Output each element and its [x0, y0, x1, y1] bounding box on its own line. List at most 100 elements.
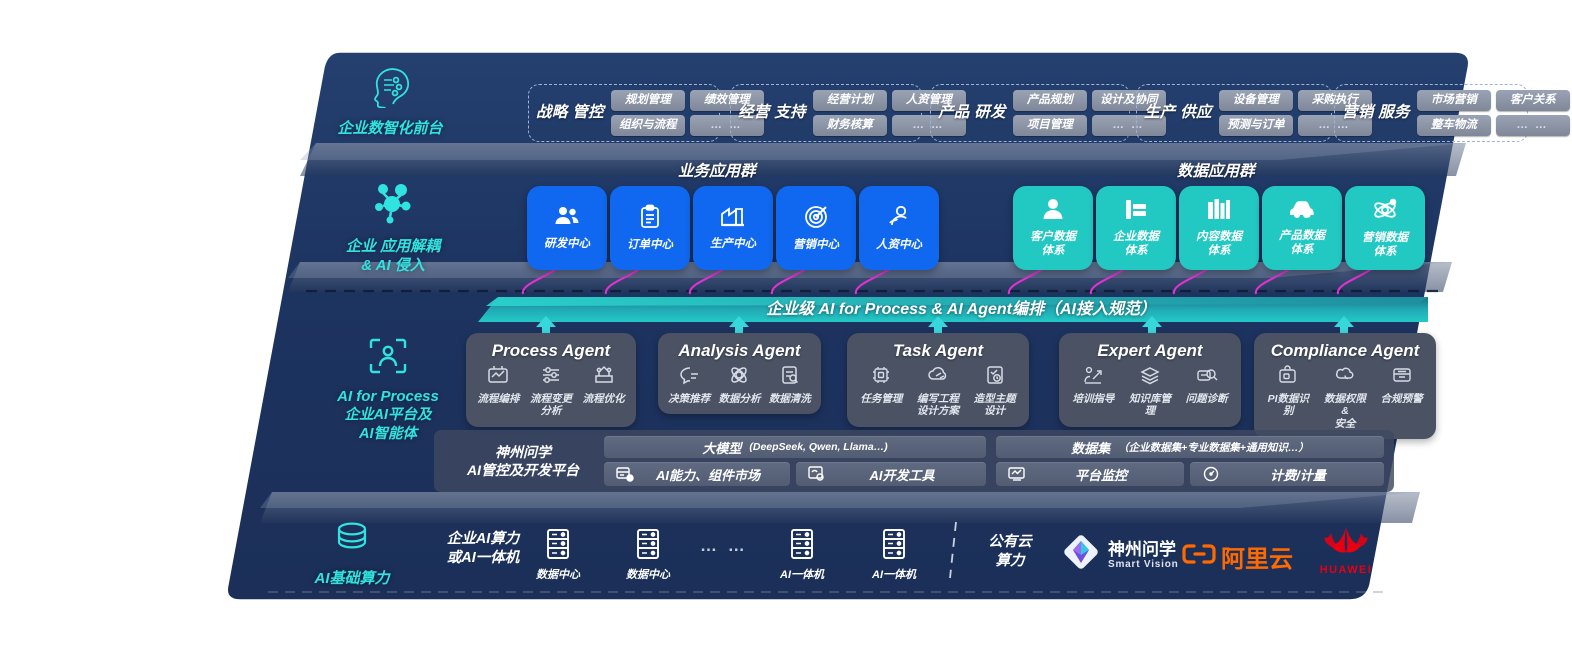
domain-chip[interactable]: 人资管理 — [891, 90, 966, 111]
diagnose-icon — [1196, 365, 1218, 390]
shield-clouds-icon — [1334, 365, 1356, 390]
target-icon — [804, 204, 829, 234]
agent-item-label: 数据分析 — [718, 393, 761, 405]
data-card-label: 产品数据 体系 — [1279, 230, 1325, 256]
app-card-rnd-center[interactable]: 研发中心 — [527, 186, 607, 270]
agent-item[interactable]: 造型主题设计 — [966, 365, 1023, 418]
domain-chip[interactable]: 客户关系 — [1495, 90, 1570, 111]
app-card-label: 研发中心 — [544, 238, 590, 251]
domain-chip-more[interactable]: … … — [1495, 115, 1570, 136]
platform-bar-title: 平台监控 — [1074, 467, 1127, 483]
app-card-hr-center[interactable]: 人资中心 — [859, 186, 939, 270]
domain-chip-more[interactable]: … … — [1091, 115, 1166, 136]
domain-chip[interactable]: 产品规划 — [1012, 90, 1087, 111]
platform-bar-title: AI能力、组件市场 — [655, 467, 760, 483]
app-card-label: 订单中心 — [627, 238, 673, 251]
agent-item-label: 流程变更分析 — [530, 393, 572, 418]
domain-chip[interactable]: 设计及协同 — [1091, 90, 1166, 111]
app-card-label: 生产中心 — [710, 238, 756, 251]
orchestration-banner-label: 企业级 AI for Process & AI Agent编排（AI接入规范） — [766, 301, 1156, 318]
data-card-marketing[interactable]: 营销数据 体系 — [1345, 186, 1425, 270]
agent-item[interactable]: 知识库管理 — [1122, 365, 1179, 418]
platform-bar-billing[interactable]: 计费/计量 — [1190, 462, 1384, 486]
agent-item-label: 任务管理 — [860, 393, 903, 405]
app-card-production-center[interactable]: 生产中心 — [693, 186, 773, 270]
platform-bar-dataset[interactable]: 数据集 （企业数据集+专业数据集+通用知识…） — [996, 436, 1384, 458]
platform-bar-monitoring[interactable]: 平台监控 — [996, 462, 1184, 486]
diamond-logo — [1062, 533, 1102, 578]
server-rack-icon — [879, 529, 909, 564]
agent-item[interactable]: 数据权限 & 安全 — [1317, 365, 1374, 430]
agent-item[interactable]: 流程优化 — [577, 365, 630, 405]
optimize-icon — [593, 365, 615, 390]
agent-item[interactable]: 数据清洗 — [765, 365, 815, 405]
data-card-label: 企业数据 体系 — [1113, 231, 1159, 257]
domain-chip[interactable]: 财务核算 — [812, 115, 887, 136]
agent-item[interactable]: 问题诊断 — [1178, 365, 1235, 405]
data-card-product[interactable]: 产品数据 体系 — [1262, 186, 1342, 270]
agent-card-task[interactable]: Task Agent 任务管理 — [847, 333, 1029, 427]
agent-title: Analysis Agent — [678, 341, 801, 360]
factory-icon — [720, 204, 746, 233]
domain-group-operations[interactable]: 经营 支持 经营计划 人资管理 财务核算 … … — [730, 84, 966, 142]
agent-item[interactable]: 流程变更分析 — [525, 365, 578, 418]
domain-chip-more[interactable]: … … — [891, 115, 966, 136]
domain-chip[interactable]: 绩效管理 — [689, 90, 764, 111]
domain-group-strategy[interactable]: 战略 管控 规划管理 绩效管理 组织与流程 … … — [528, 84, 764, 142]
agent-card-process[interactable]: Process Agent 流程编排 流程变更分析 — [466, 333, 636, 427]
tier-label-apps-line-0: 企业 应用解耦 — [345, 238, 441, 255]
layers-icon — [1139, 365, 1161, 390]
agent-item[interactable]: PI数据识别 — [1260, 365, 1317, 418]
platform-name: 神州问学 AI管控及开发平台 — [448, 443, 598, 480]
vendor-aliyun[interactable]: 阿里云 — [1182, 539, 1293, 574]
data-card-customer[interactable]: 客户数据 体系 — [1013, 186, 1093, 270]
platform-bar-llm[interactable]: 大模型 (DeepSeek, Qwen, Llama…) — [604, 436, 986, 458]
platform-bar-ai-market[interactable]: AI能力、组件市场 — [604, 462, 790, 486]
domain-chip[interactable]: 项目管理 — [1012, 115, 1087, 136]
domain-chip[interactable]: 经营计划 — [812, 90, 887, 111]
infra-node-1[interactable]: 数据中心 — [608, 528, 688, 583]
data-card-content[interactable]: 内容数据 体系 — [1179, 186, 1259, 270]
agent-card-compliance[interactable]: Compliance Agent PI数据识别 — [1254, 333, 1436, 440]
domain-group-marketing[interactable]: 营销 服务 市场营销 客户关系 整车物流 … … — [1334, 84, 1570, 142]
app-card-marketing-center[interactable]: 营销中心 — [776, 186, 856, 270]
tier-label-front: 企业数智化前台 — [300, 66, 480, 138]
domain-chip[interactable]: 市场营销 — [1416, 90, 1491, 111]
agent-item[interactable]: 流程编排 — [472, 365, 525, 405]
person-scan-icon — [290, 336, 486, 380]
infra-node-0[interactable]: 数据中心 — [518, 528, 598, 583]
platform-bar-devtools[interactable]: AI开发工具 — [796, 462, 986, 486]
infra-node-2[interactable]: AI一体机 — [762, 528, 842, 583]
domain-chip[interactable]: 整车物流 — [1416, 115, 1491, 136]
domain-chip[interactable]: 预测与订单 — [1218, 115, 1293, 136]
domain-chip[interactable]: 规划管理 — [610, 90, 685, 111]
domain-chip[interactable]: 组织与流程 — [610, 115, 685, 136]
agent-item-label: 编写工程设计方案 — [917, 393, 959, 418]
agent-item-label: 流程优化 — [582, 393, 625, 405]
agent-card-expert[interactable]: Expert Agent 培训指导 知识库管理 — [1059, 333, 1241, 427]
domain-chip[interactable]: 设备管理 — [1218, 90, 1293, 111]
infra-private-label: 企业AI算力 或AI一体机 — [446, 531, 520, 566]
agent-item[interactable]: 数据分析 — [714, 365, 764, 405]
data-card-enterprise[interactable]: 企业数据 体系 — [1096, 186, 1176, 270]
domain-chip-more[interactable]: … … — [689, 115, 764, 136]
vendor-smart-vision[interactable]: 神州问学 Smart Vision — [1062, 533, 1179, 578]
agent-item[interactable]: 决策推荐 — [664, 365, 714, 405]
agent-title: Compliance Agent — [1270, 341, 1420, 360]
infra-node-3[interactable]: AI一体机 — [854, 528, 934, 583]
agent-item[interactable]: 培训指导 — [1065, 365, 1122, 405]
domain-group-production[interactable]: 生产 供应 设备管理 采购执行 预测与订单 … … — [1136, 84, 1372, 142]
app-card-label: 营销中心 — [793, 238, 839, 251]
domain-group-rnd[interactable]: 产品 研发 产品规划 设计及协同 项目管理 … … — [930, 84, 1166, 142]
infra-node-label: AI一体机 — [872, 569, 916, 581]
app-card-order-center[interactable]: 订单中心 — [610, 186, 690, 270]
platform-bar-title: 计费/计量 — [1270, 467, 1326, 483]
app-card-label: 人资中心 — [876, 238, 922, 251]
clipboard-icon — [639, 204, 661, 234]
agent-item[interactable]: 编写工程设计方案 — [910, 365, 967, 418]
agent-card-analysis[interactable]: Analysis Agent 决策推荐 — [658, 333, 821, 415]
agent-item[interactable]: 合规预警 — [1373, 365, 1430, 405]
agent-item[interactable]: 任务管理 — [853, 365, 910, 405]
vendor-huawei[interactable]: HUAWEI — [1310, 525, 1382, 576]
platform-bar-title: AI开发工具 — [869, 467, 935, 483]
